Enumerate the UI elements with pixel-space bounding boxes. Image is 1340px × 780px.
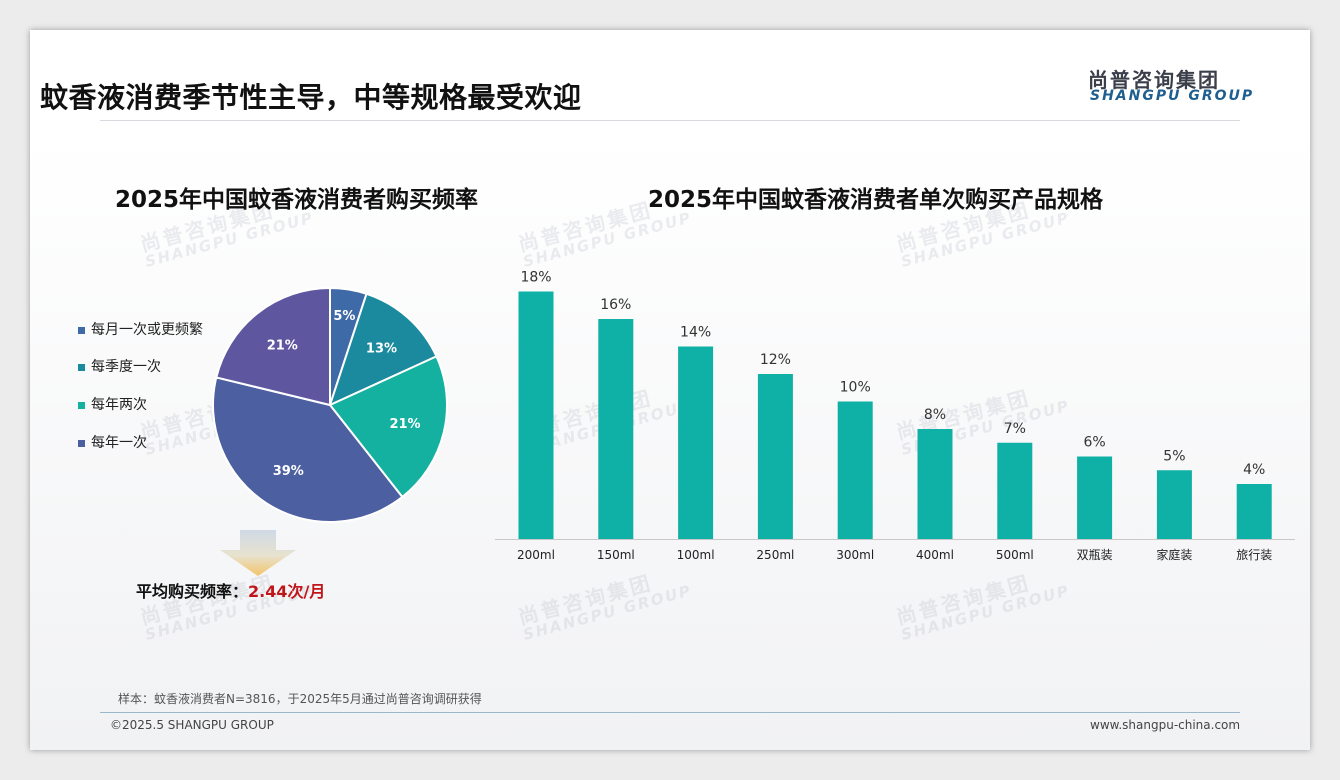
- sample-note: 样本：蚊香液消费者N=3816，于2025年5月通过尚普咨询调研获得: [118, 692, 482, 706]
- bar: [757, 374, 793, 539]
- legend-label: 每年两次: [91, 397, 147, 413]
- bar-value-label: 6%: [1083, 435, 1105, 451]
- bar: [1156, 470, 1192, 539]
- x-tick-label: 旅行装: [1236, 548, 1272, 562]
- pie-slice: [328, 355, 448, 499]
- legend-item: 每季度一次: [78, 357, 208, 377]
- pie-slice: [215, 286, 331, 407]
- average-frequency-value: 2.44次/月: [248, 582, 326, 601]
- x-tick-label: 250ml: [756, 548, 794, 562]
- bar-value-label: 7%: [1004, 421, 1026, 437]
- pie-chart-title: 2025年中国蚊香液消费者购买频率: [115, 187, 479, 213]
- bar: [1236, 484, 1272, 539]
- brand-logo-cn: 尚普咨询集团: [1088, 68, 1220, 92]
- bar: [1077, 456, 1113, 539]
- pie-slice-label: 13%: [366, 341, 397, 356]
- pie-chart: 5% 13% 21% 39% 21%: [212, 286, 448, 523]
- x-tick-label: 200ml: [517, 548, 555, 562]
- bar-value-label: 16%: [600, 297, 631, 313]
- legend-item: 每年两次: [78, 395, 208, 415]
- slide: 尚普咨询集团 SHANGPU GROUP 尚普咨询集团 SHANGPU GROUP …: [30, 30, 1310, 750]
- legend-swatch: [78, 327, 85, 334]
- bar-value-label: 12%: [760, 352, 791, 368]
- legend-label: 每季度一次: [91, 359, 161, 375]
- bar-value-label: 14%: [680, 325, 711, 341]
- page-title: 蚊香液消费季节性主导，中等规格最受欢迎: [40, 81, 582, 114]
- bar-value-label: 18%: [520, 270, 551, 286]
- x-tick-label: 400ml: [916, 548, 954, 562]
- average-frequency-label: 平均购买频率：: [136, 582, 249, 601]
- x-tick-label: 300ml: [836, 548, 874, 562]
- bar: [518, 291, 554, 539]
- pie-slice: [328, 292, 438, 407]
- x-tick-label: 双瓶装: [1077, 548, 1113, 562]
- average-frequency: 平均购买频率：2.44次/月: [136, 578, 325, 602]
- website-link[interactable]: www.shangpu-china.com: [1090, 718, 1241, 732]
- legend-swatch: [78, 402, 85, 409]
- pie-slice: [212, 376, 404, 523]
- title-divider: [100, 120, 1240, 121]
- brand-logo-en: SHANGPU GROUP: [1090, 88, 1255, 104]
- x-tick-label: 150ml: [597, 548, 635, 562]
- x-tick-label: 100ml: [677, 548, 715, 562]
- bar: [598, 319, 634, 539]
- bar-value-label: 4%: [1243, 462, 1265, 478]
- legend-swatch: [78, 440, 85, 447]
- pie-slice-label: 5%: [333, 309, 355, 324]
- legend-swatch: [78, 364, 85, 371]
- bar: [997, 442, 1033, 539]
- legend-item: 每月一次或更频繁: [78, 320, 208, 340]
- pie-slice-label: 21%: [267, 338, 298, 353]
- legend-item: 每年一次: [78, 433, 208, 453]
- footer-divider: [100, 712, 1240, 713]
- bar-value-label: 8%: [924, 407, 946, 423]
- bar: [837, 401, 873, 539]
- legend-label: 每月一次或更频繁: [91, 322, 203, 338]
- bar: [678, 346, 714, 539]
- bar-chart: 18% 200ml 16% 150ml 14% 100ml 12% 250ml 10% 300ml…: [495, 270, 1295, 562]
- pie-slice-label: 21%: [389, 417, 420, 432]
- bar-value-label: 5%: [1163, 448, 1185, 464]
- legend-label: 每年一次: [91, 435, 147, 451]
- copyright: ©2025.5 SHANGPU GROUP: [110, 718, 274, 732]
- pie-slice-label: 39%: [273, 464, 304, 479]
- bar: [917, 429, 953, 539]
- bar-value-label: 10%: [840, 380, 871, 396]
- down-arrow-icon: [220, 530, 296, 576]
- x-tick-label: 500ml: [996, 548, 1034, 562]
- bar-chart-title: 2025年中国蚊香液消费者单次购买产品规格: [648, 187, 1104, 213]
- x-tick-label: 家庭装: [1156, 547, 1192, 562]
